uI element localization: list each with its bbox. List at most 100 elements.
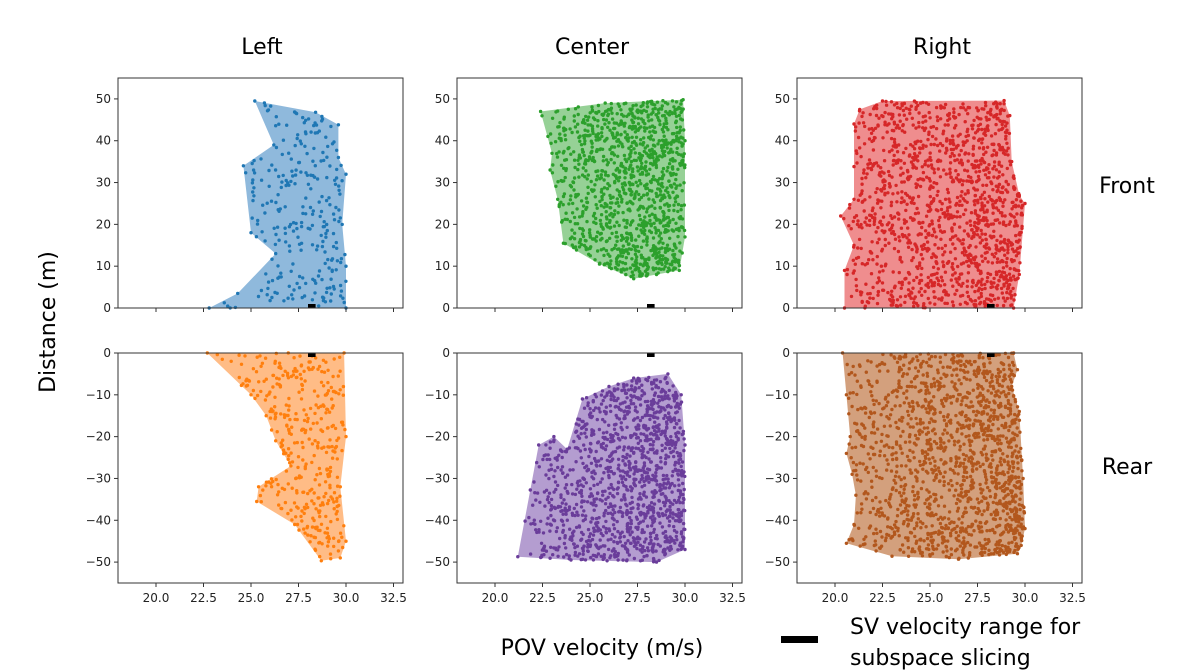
data-point xyxy=(663,408,667,412)
data-point xyxy=(637,178,642,183)
data-point xyxy=(620,428,624,432)
data-point xyxy=(335,457,339,461)
data-point xyxy=(652,492,656,497)
data-point xyxy=(1019,199,1023,203)
data-point xyxy=(598,238,603,242)
data-point xyxy=(279,271,283,275)
data-point xyxy=(929,273,934,277)
data-point xyxy=(911,256,915,260)
axes-frame xyxy=(117,77,404,309)
data-point xyxy=(335,499,339,503)
data-point xyxy=(538,109,543,114)
x-tick-label: 27.5 xyxy=(285,591,312,605)
data-point xyxy=(619,233,624,238)
data-point xyxy=(974,170,978,174)
data-point xyxy=(318,214,322,219)
data-point xyxy=(866,166,870,170)
data-point xyxy=(335,475,340,479)
data-point xyxy=(983,256,987,261)
data-point xyxy=(636,506,640,511)
data-point xyxy=(897,280,901,285)
data-point xyxy=(916,194,921,199)
data-point xyxy=(852,164,856,169)
data-point xyxy=(654,191,658,196)
data-point xyxy=(866,301,871,305)
data-point xyxy=(264,414,268,418)
data-point xyxy=(660,104,664,108)
data-point xyxy=(578,449,583,453)
data-point xyxy=(594,449,598,454)
data-point xyxy=(877,237,881,241)
data-point xyxy=(950,435,954,440)
data-point xyxy=(971,281,975,285)
data-point xyxy=(965,284,969,289)
y-tick-label: 50 xyxy=(775,92,790,106)
data-point xyxy=(978,241,983,245)
data-point xyxy=(987,194,991,199)
data-point xyxy=(914,185,918,190)
data-point xyxy=(321,384,326,388)
x-tick-label: 22.5 xyxy=(529,591,556,605)
data-point xyxy=(595,206,599,210)
data-point xyxy=(250,161,254,166)
data-point xyxy=(284,183,288,188)
data-point xyxy=(961,143,966,147)
data-point xyxy=(305,419,310,424)
data-point xyxy=(946,261,950,265)
data-point xyxy=(1003,214,1007,218)
data-point xyxy=(555,109,560,113)
data-point xyxy=(583,121,587,125)
data-point xyxy=(575,487,579,491)
data-point xyxy=(624,405,629,409)
data-point xyxy=(984,104,988,108)
data-point xyxy=(609,537,613,541)
data-point xyxy=(301,205,305,209)
data-point xyxy=(951,303,956,308)
data-point xyxy=(921,257,925,261)
data-point xyxy=(330,444,334,449)
data-point xyxy=(1010,303,1014,307)
data-point xyxy=(995,218,1000,222)
data-point xyxy=(644,495,649,499)
data-point xyxy=(301,211,305,216)
x-tick-label: 32.5 xyxy=(380,591,407,605)
data-point xyxy=(641,545,645,549)
data-point xyxy=(669,147,673,151)
data-point xyxy=(859,222,863,227)
data-point xyxy=(313,291,317,295)
data-point xyxy=(564,509,568,514)
data-point xyxy=(993,200,997,205)
data-point xyxy=(891,192,895,196)
data-point xyxy=(996,283,1000,287)
data-point xyxy=(608,254,612,258)
data-point xyxy=(865,223,869,227)
data-point xyxy=(625,452,629,457)
data-point xyxy=(564,167,568,171)
data-point xyxy=(649,134,653,138)
data-point xyxy=(994,245,999,249)
data-point xyxy=(648,414,653,418)
data-point xyxy=(989,285,993,290)
data-point xyxy=(677,418,681,423)
data-point xyxy=(299,170,303,174)
data-point xyxy=(897,379,901,383)
y-tick-label: 10 xyxy=(96,259,111,273)
data-point xyxy=(872,222,876,227)
data-point xyxy=(997,170,1001,174)
data-point xyxy=(312,535,316,539)
data-point xyxy=(948,167,952,171)
data-point xyxy=(612,547,616,551)
data-point xyxy=(665,425,669,429)
data-point xyxy=(338,369,342,373)
data-point xyxy=(675,125,679,130)
data-point xyxy=(895,200,899,204)
data-point xyxy=(616,467,621,471)
data-point xyxy=(301,115,305,120)
data-point xyxy=(954,203,958,207)
data-point xyxy=(338,355,342,359)
data-point xyxy=(653,206,657,210)
data-point xyxy=(553,506,557,511)
data-point xyxy=(962,375,966,380)
data-point xyxy=(980,201,984,205)
data-point xyxy=(642,540,647,544)
